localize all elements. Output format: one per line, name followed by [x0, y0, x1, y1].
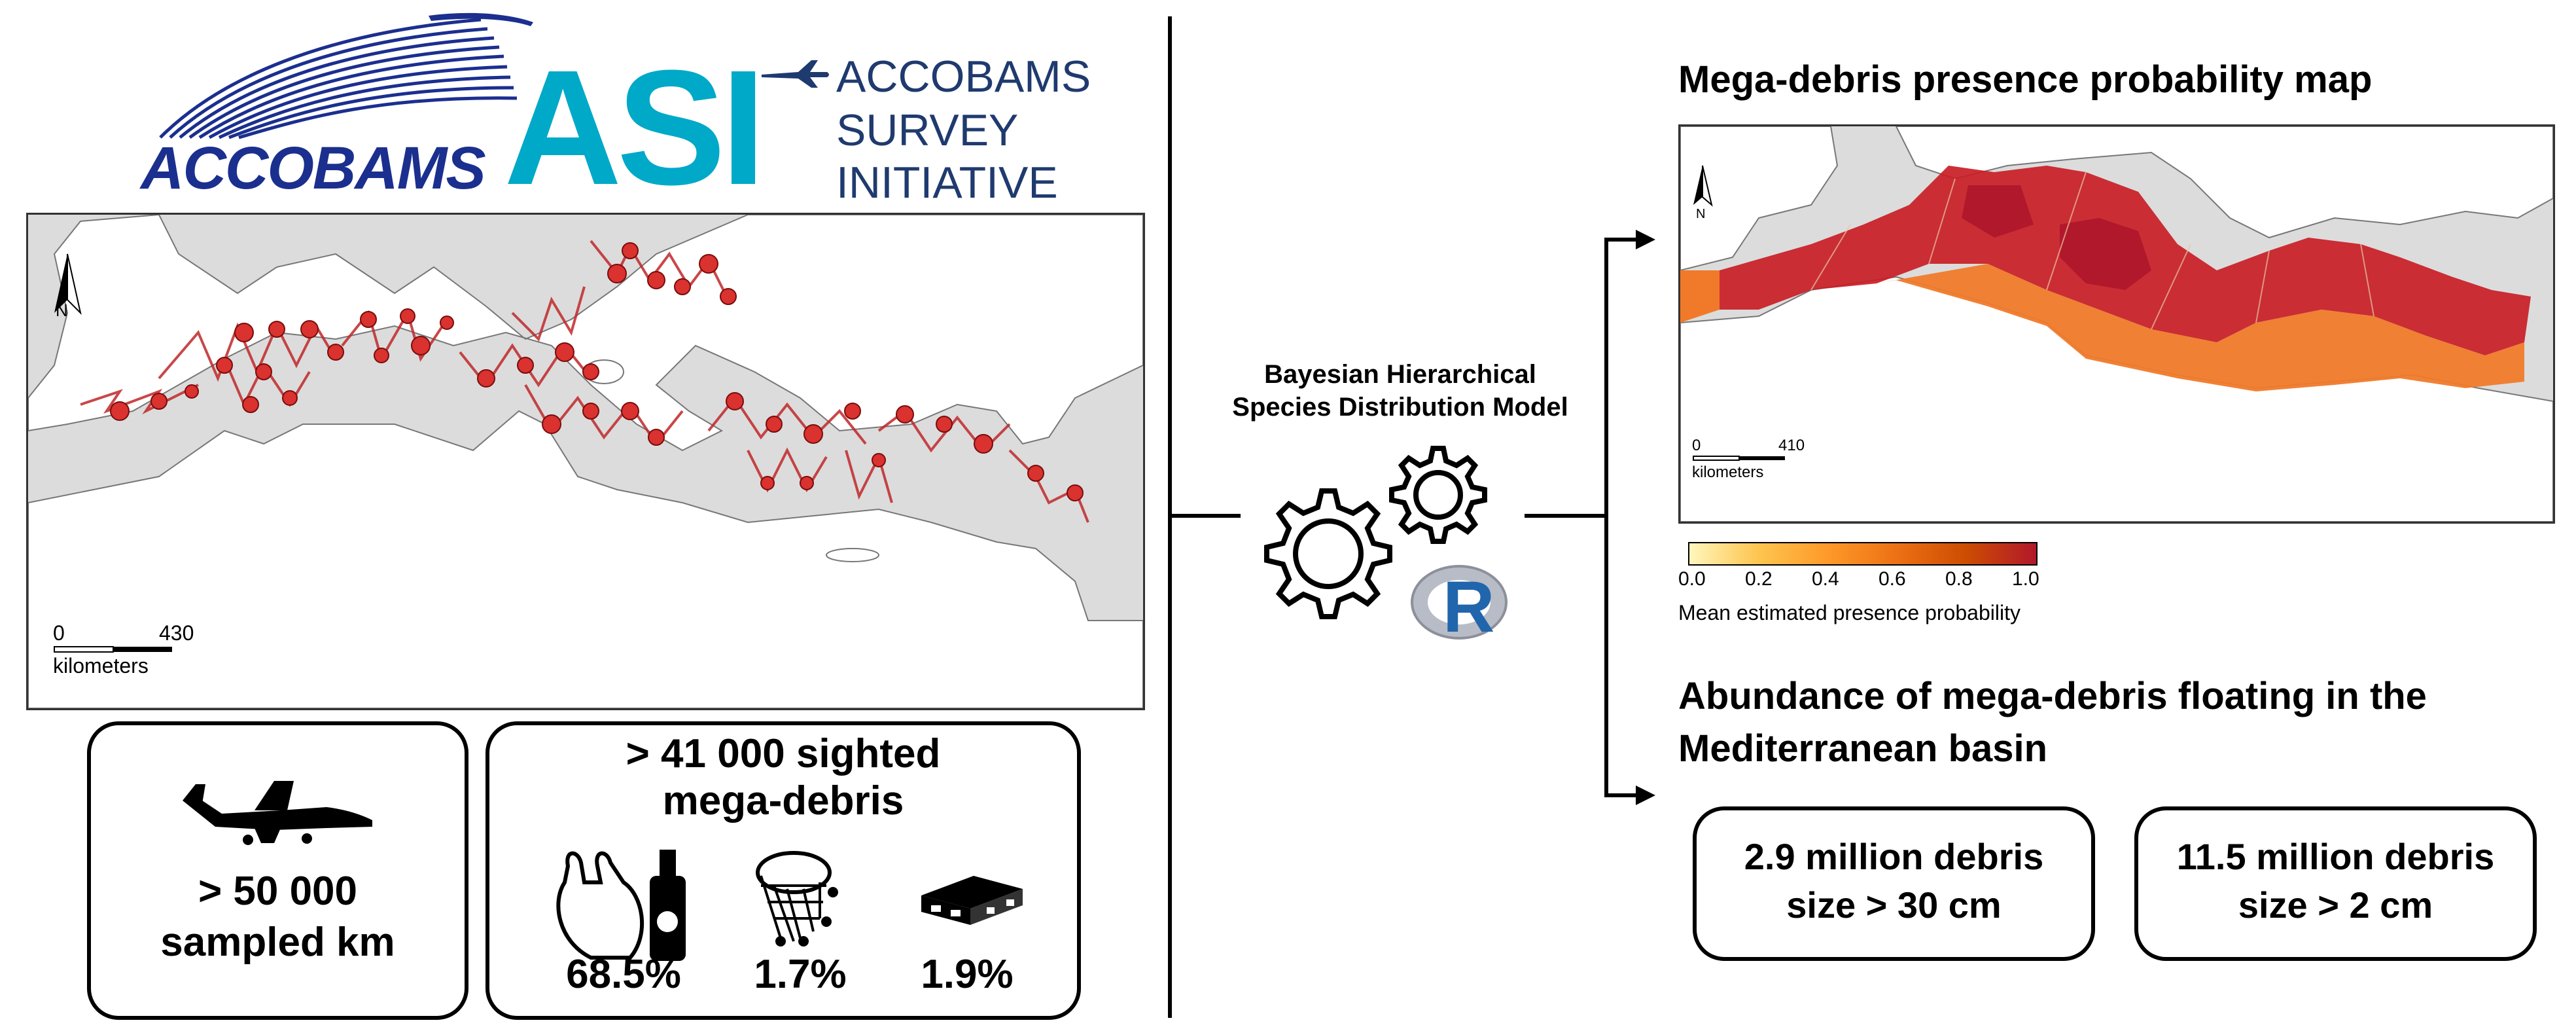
scale-end: 430	[159, 621, 194, 645]
accobams-logo-text: ACCOBAMS	[141, 135, 486, 202]
survey-map-graphic: N 0 430 kilometers	[28, 215, 1143, 708]
box2-line1: 11.5 million debris	[2176, 836, 2495, 877]
plastic-bag-bottle-icon	[556, 850, 686, 961]
accobams-logo-arcs	[159, 12, 533, 139]
arrow-to-abundance-icon	[1604, 785, 1655, 805]
arrow-to-map-icon	[1604, 230, 1655, 249]
sampled-km-text: > 50 000 sampled km	[160, 869, 395, 965]
box1-line1: 2.9 million debris	[1744, 836, 2044, 877]
scale-start: 0	[53, 621, 65, 645]
abundance-title-line1: Abundance of mega-debris floating in the	[1678, 675, 2427, 717]
probability-legend-bar	[1688, 542, 2038, 566]
pct-fishing: 1.7%	[754, 952, 847, 997]
legend-tick-0: 0.0	[1678, 568, 1706, 590]
box2-line2: size > 2 cm	[2238, 884, 2433, 926]
gears-icon: R	[1264, 446, 1508, 647]
abundance-2cm-box: 11.5 million debris size > 2 cm	[2134, 806, 2537, 961]
airplane-icon	[183, 781, 372, 845]
r-logo-letter: R	[1443, 567, 1494, 647]
abundance-30cm-box: 2.9 million debris size > 30 cm	[1693, 806, 2095, 961]
sighted-debris-box: > 41 000 sighted mega-debris 68.5% 1.7% …	[485, 721, 1081, 1020]
north-arrow-icon	[54, 253, 82, 316]
legend-tick-1: 0.2	[1745, 568, 1773, 590]
output-line	[1525, 514, 1608, 518]
asi-logo-line2: SURVEY	[836, 105, 1019, 155]
fishing-net-icon	[756, 851, 838, 947]
sighted-line2: mega-debris	[662, 778, 904, 823]
legend-tick-5: 1.0	[2012, 568, 2039, 590]
asi-logo-letters: ASI	[504, 36, 766, 219]
sampled-km-box: > 50 000 sampled km	[87, 721, 468, 1020]
input-line	[1172, 514, 1241, 518]
north-label: N	[56, 300, 68, 320]
legend-tick-3: 0.6	[1879, 568, 1906, 590]
survey-effort-map: N 0 430 kilometers	[26, 213, 1145, 710]
pallet-icon	[921, 876, 1023, 925]
pct-wood: 1.9%	[921, 952, 1014, 997]
presence-probability-map: N 0 410 kilometers	[1678, 124, 2555, 524]
legend-tick-4: 0.8	[1945, 568, 1973, 590]
north-arrow-icon-right	[1693, 165, 1713, 207]
model-line2: Species Distribution Model	[1232, 393, 1568, 422]
sighted-line1: > 41 000 sighted	[626, 731, 941, 776]
abundance-title-line2: Mediterranean basin	[1678, 727, 2048, 770]
airplane-logo-icon	[762, 60, 829, 88]
right-scale-start: 0	[1692, 437, 1701, 454]
presence-map-graphic: N 0 410 kilometers	[1680, 126, 2553, 522]
presence-map-title: Mega-debris presence probability map	[1678, 58, 2373, 101]
asi-logo-line1: ACCOBAMS	[836, 52, 1091, 101]
right-scale-end: 410	[1778, 437, 1805, 454]
right-scale-unit: kilometers	[1692, 463, 1763, 481]
legend-title: Mean estimated presence probability	[1678, 601, 2020, 624]
asi-logo-line3: INITIATIVE	[836, 158, 1058, 208]
scale-unit: kilometers	[53, 654, 149, 677]
north-label-right: N	[1696, 207, 1705, 221]
vertical-divider	[1168, 16, 1172, 1018]
pct-plastic: 68.5%	[566, 952, 681, 997]
model-line1: Bayesian Hierarchical	[1264, 360, 1536, 389]
box1-line2: size > 30 cm	[1786, 884, 2002, 926]
branch-vertical	[1604, 238, 1608, 794]
legend-tick-2: 0.4	[1812, 568, 1839, 590]
